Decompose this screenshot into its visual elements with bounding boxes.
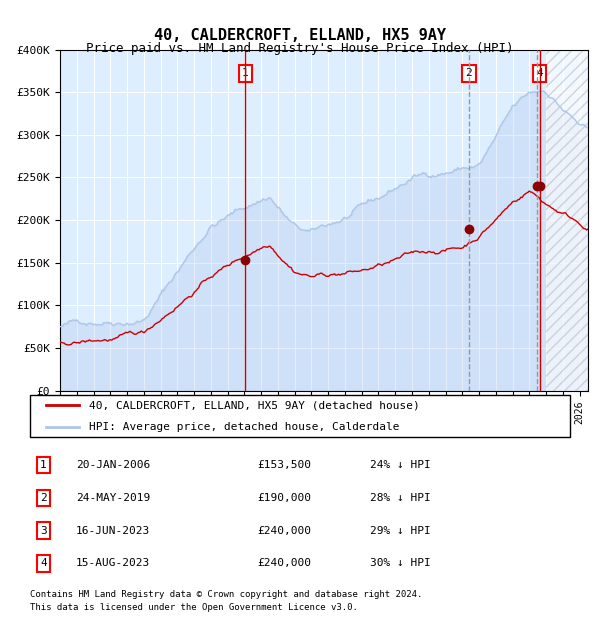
Text: 30% ↓ HPI: 30% ↓ HPI bbox=[370, 559, 431, 569]
Text: 28% ↓ HPI: 28% ↓ HPI bbox=[370, 493, 431, 503]
Text: 2: 2 bbox=[466, 68, 472, 79]
Text: 29% ↓ HPI: 29% ↓ HPI bbox=[370, 526, 431, 536]
Text: £240,000: £240,000 bbox=[257, 526, 311, 536]
Text: 1: 1 bbox=[40, 460, 47, 470]
Text: This data is licensed under the Open Government Licence v3.0.: This data is licensed under the Open Gov… bbox=[30, 603, 358, 612]
Text: HPI: Average price, detached house, Calderdale: HPI: Average price, detached house, Cald… bbox=[89, 422, 400, 432]
Text: 24-MAY-2019: 24-MAY-2019 bbox=[76, 493, 150, 503]
Text: £190,000: £190,000 bbox=[257, 493, 311, 503]
Text: £240,000: £240,000 bbox=[257, 559, 311, 569]
Text: 40, CALDERCROFT, ELLAND, HX5 9AY: 40, CALDERCROFT, ELLAND, HX5 9AY bbox=[154, 28, 446, 43]
Text: £153,500: £153,500 bbox=[257, 460, 311, 470]
Text: 1: 1 bbox=[242, 68, 248, 79]
Text: 4: 4 bbox=[40, 559, 47, 569]
Text: 40, CALDERCROFT, ELLAND, HX5 9AY (detached house): 40, CALDERCROFT, ELLAND, HX5 9AY (detach… bbox=[89, 401, 420, 410]
Text: 20-JAN-2006: 20-JAN-2006 bbox=[76, 460, 150, 470]
Text: Contains HM Land Registry data © Crown copyright and database right 2024.: Contains HM Land Registry data © Crown c… bbox=[30, 590, 422, 600]
Text: 24% ↓ HPI: 24% ↓ HPI bbox=[370, 460, 431, 470]
Text: 3: 3 bbox=[40, 526, 47, 536]
Text: Price paid vs. HM Land Registry's House Price Index (HPI): Price paid vs. HM Land Registry's House … bbox=[86, 42, 514, 55]
Bar bbox=[546, 50, 588, 391]
Text: 16-JUN-2023: 16-JUN-2023 bbox=[76, 526, 150, 536]
Text: 15-AUG-2023: 15-AUG-2023 bbox=[76, 559, 150, 569]
Text: 2: 2 bbox=[40, 493, 47, 503]
Text: 4: 4 bbox=[536, 68, 543, 79]
